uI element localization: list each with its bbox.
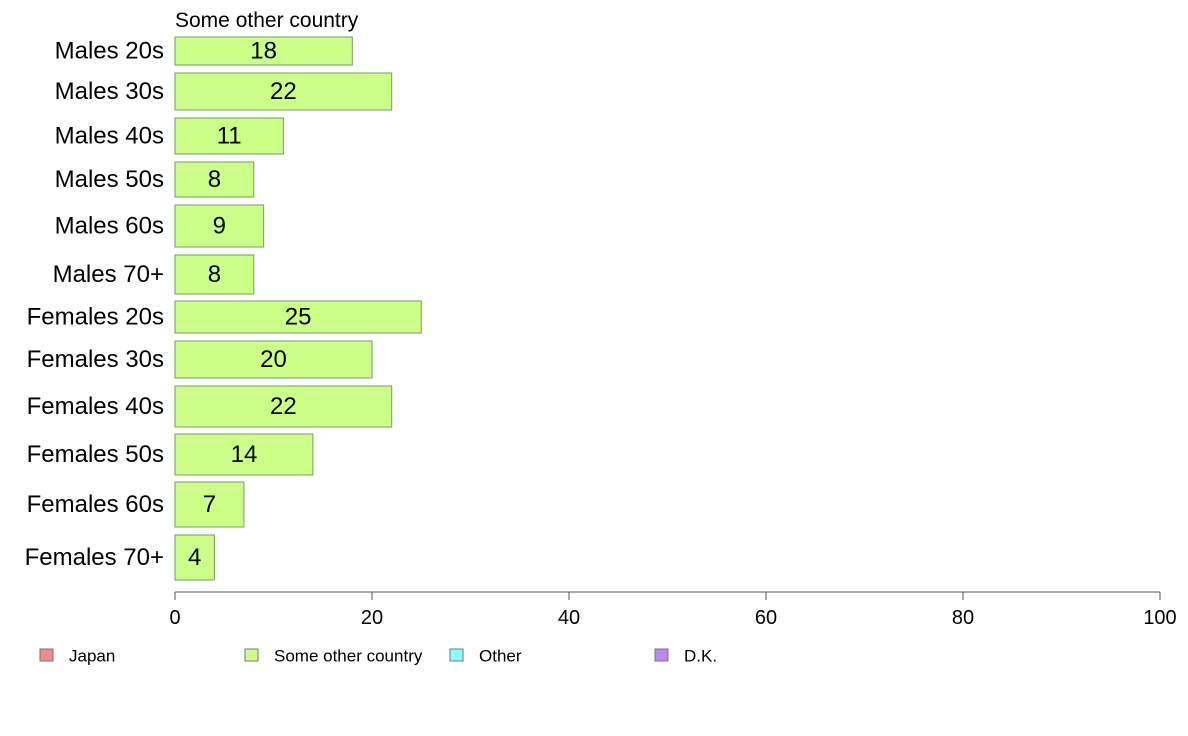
x-tick-label-80: 80 bbox=[952, 607, 974, 629]
legend-label-japan: Japan bbox=[69, 647, 115, 666]
x-tick-label-0: 0 bbox=[169, 607, 180, 629]
legend-swatch-some-other-country bbox=[244, 648, 259, 662]
value-label-males-20s: 18 bbox=[250, 38, 277, 65]
bar-males-50s bbox=[174, 161, 255, 198]
category-label-females-50s: Females 50s bbox=[27, 441, 164, 468]
bar-males-20s bbox=[174, 36, 353, 66]
value-label-females-70plus: 4 bbox=[188, 544, 201, 571]
value-label-males-40s: 11 bbox=[217, 123, 242, 150]
legend-swatch-other bbox=[449, 648, 464, 662]
bar-females-50s bbox=[174, 433, 314, 476]
x-tick-label-40: 40 bbox=[558, 607, 580, 629]
bar-males-30s bbox=[174, 72, 393, 111]
category-label-males-40s: Males 40s bbox=[55, 123, 164, 150]
legend-swatch-d-k- bbox=[654, 648, 669, 662]
category-label-males-30s: Males 30s bbox=[55, 78, 164, 105]
bar-females-70plus bbox=[174, 534, 215, 581]
value-label-males-30s: 22 bbox=[270, 78, 297, 105]
value-label-females-30s: 20 bbox=[260, 346, 287, 373]
x-axis: 0 20 40 60 80 100 bbox=[169, 591, 1177, 629]
category-label-males-20s: Males 20s bbox=[55, 38, 164, 65]
category-label-females-40s: Females 40s bbox=[27, 393, 164, 420]
legend-label-some-other-country: Some other country bbox=[274, 647, 423, 666]
category-label-females-60s: Females 60s bbox=[27, 491, 164, 518]
category-labels: Males 20s Males 30s Males 40s Males 50s Male… bbox=[25, 38, 164, 572]
category-label-females-70plus: Females 70+ bbox=[25, 544, 164, 571]
value-label-females-50s: 14 bbox=[231, 441, 258, 468]
value-labels: 18 22 11 8 9 8 25 20 22 14 74 bbox=[188, 38, 311, 572]
category-label-males-60s: Males 60s bbox=[55, 213, 164, 240]
bar-males-40s bbox=[174, 117, 284, 155]
bar-males-60s bbox=[174, 204, 265, 248]
category-label-females-20s: Females 20s bbox=[27, 304, 164, 331]
bar-females-20s bbox=[174, 300, 422, 334]
legend-label-other: Other bbox=[479, 647, 522, 666]
category-label-females-30s: Females 30s bbox=[27, 346, 164, 373]
value-label-females-40s: 22 bbox=[270, 393, 297, 420]
value-label-females-60s: 7 bbox=[203, 491, 216, 518]
x-tick-label-60: 60 bbox=[755, 607, 777, 629]
x-tick-label-20: 20 bbox=[361, 607, 383, 629]
panel-title: Some other country bbox=[175, 9, 359, 32]
bar-females-40s bbox=[174, 385, 393, 428]
category-label-males-50s: Males 50s bbox=[55, 166, 164, 193]
legend-swatch-japan bbox=[39, 648, 54, 662]
x-tick-label-100: 100 bbox=[1143, 607, 1176, 629]
bar-females-60s bbox=[174, 481, 245, 528]
legend: Japan Some other country Other D.K. bbox=[39, 647, 717, 666]
bar-females-30s bbox=[174, 340, 373, 379]
legend-label-d-k-: D.K. bbox=[684, 647, 717, 666]
value-label-females-20s: 25 bbox=[285, 304, 312, 331]
bars-group bbox=[174, 36, 422, 581]
value-label-males-50s: 8 bbox=[208, 166, 221, 193]
value-label-males-70plus: 8 bbox=[208, 261, 221, 288]
category-label-males-70plus: Males 70+ bbox=[53, 261, 164, 288]
bar-males-70plus bbox=[174, 254, 255, 295]
value-label-males-60s: 9 bbox=[213, 213, 226, 240]
